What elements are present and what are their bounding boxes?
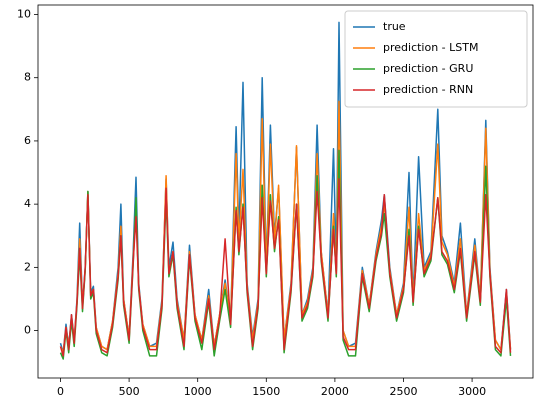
legend: true prediction - LSTM prediction - GRU pre… xyxy=(344,10,528,108)
y-tick-label: 4 xyxy=(24,197,31,210)
x-tick-label: 1000 xyxy=(184,385,212,398)
legend-label: prediction - LSTM xyxy=(383,41,478,54)
x-tick-label: 1500 xyxy=(252,385,280,398)
y-tick-label: 8 xyxy=(24,71,31,84)
x-tick-label: 3000 xyxy=(458,385,486,398)
legend-label: prediction - GRU xyxy=(383,62,473,75)
x-tick-label: 2500 xyxy=(389,385,417,398)
series-line xyxy=(59,100,512,354)
y-tick-label: 0 xyxy=(24,324,31,337)
series-line xyxy=(59,178,512,357)
legend-label: prediction - RNN xyxy=(383,83,473,96)
x-tick-label: 0 xyxy=(57,385,64,398)
y-tick-label: 6 xyxy=(24,134,31,147)
axes-frame xyxy=(37,4,534,379)
y-tick-label: 10 xyxy=(17,7,31,20)
x-tick-label: 2000 xyxy=(321,385,349,398)
plot-area xyxy=(59,21,512,360)
x-tick-label: 500 xyxy=(119,385,140,398)
legend-label: true xyxy=(383,20,406,33)
legend-box xyxy=(344,10,528,108)
y-tick-label: 2 xyxy=(24,260,31,273)
